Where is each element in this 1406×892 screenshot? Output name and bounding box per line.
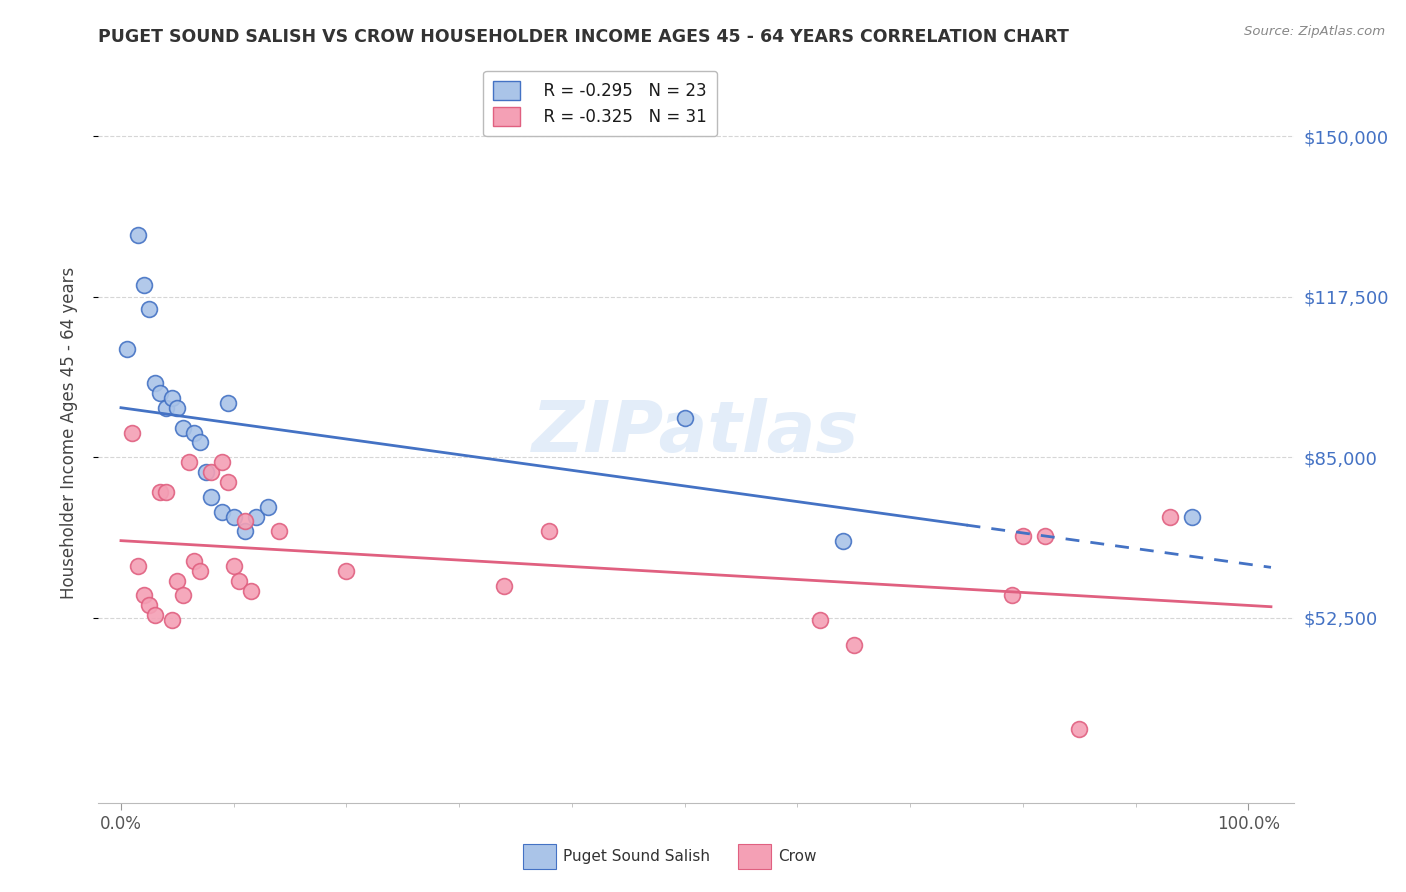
Point [149, 386, 172, 401]
Point [222, 558, 245, 573]
Point [211, 505, 233, 519]
Point [267, 524, 290, 539]
Point [183, 425, 205, 440]
Point [155, 401, 177, 415]
Point [217, 475, 239, 489]
Point [172, 589, 194, 603]
Point [245, 509, 267, 524]
Point [149, 484, 172, 499]
Point [233, 524, 256, 539]
Point [194, 465, 217, 479]
Point [538, 524, 561, 539]
Bar [523, 844, 557, 870]
Point [217, 396, 239, 410]
Point [211, 455, 233, 469]
Point [1159, 509, 1181, 524]
Point [127, 558, 149, 573]
Point [166, 401, 188, 415]
Point [188, 564, 211, 578]
Point [200, 465, 222, 479]
Point [200, 490, 222, 504]
Point [808, 613, 831, 627]
Y-axis label: Householder Income Ages 45 - 64 years: Householder Income Ages 45 - 64 years [59, 267, 77, 599]
Point [335, 564, 357, 578]
Point [1181, 509, 1204, 524]
Point [172, 420, 194, 434]
Text: Source: ZipAtlas.com: Source: ZipAtlas.com [1244, 25, 1385, 38]
Point [138, 599, 160, 613]
Point [1012, 529, 1035, 543]
Point [1035, 529, 1057, 543]
Point [183, 554, 205, 568]
Point [121, 425, 143, 440]
Point [842, 638, 865, 652]
Point [127, 228, 149, 243]
Point [494, 579, 516, 593]
Point [831, 534, 853, 549]
Legend:   R = -0.295   N = 23,   R = -0.325   N = 31: R = -0.295 N = 23, R = -0.325 N = 31 [484, 70, 717, 136]
Point [256, 500, 278, 514]
Point [222, 509, 245, 524]
Point [166, 574, 188, 588]
Point [188, 435, 211, 450]
Text: ZIPatlas: ZIPatlas [533, 398, 859, 467]
Point [132, 589, 155, 603]
Point [1001, 589, 1024, 603]
Point [132, 277, 155, 292]
Point [160, 391, 183, 405]
Point [143, 376, 166, 391]
Point [1069, 722, 1091, 736]
Point [228, 574, 250, 588]
Bar [738, 844, 772, 870]
Text: Puget Sound Salish: Puget Sound Salish [564, 849, 710, 864]
Point [143, 608, 166, 623]
Point [160, 613, 183, 627]
Point [177, 455, 200, 469]
Text: Crow: Crow [779, 849, 817, 864]
Point [138, 302, 160, 317]
Point [115, 342, 138, 356]
Point [155, 484, 177, 499]
Point [239, 583, 262, 598]
Text: PUGET SOUND SALISH VS CROW HOUSEHOLDER INCOME AGES 45 - 64 YEARS CORRELATION CHA: PUGET SOUND SALISH VS CROW HOUSEHOLDER I… [98, 28, 1070, 45]
Point [673, 410, 696, 425]
Point [233, 515, 256, 529]
